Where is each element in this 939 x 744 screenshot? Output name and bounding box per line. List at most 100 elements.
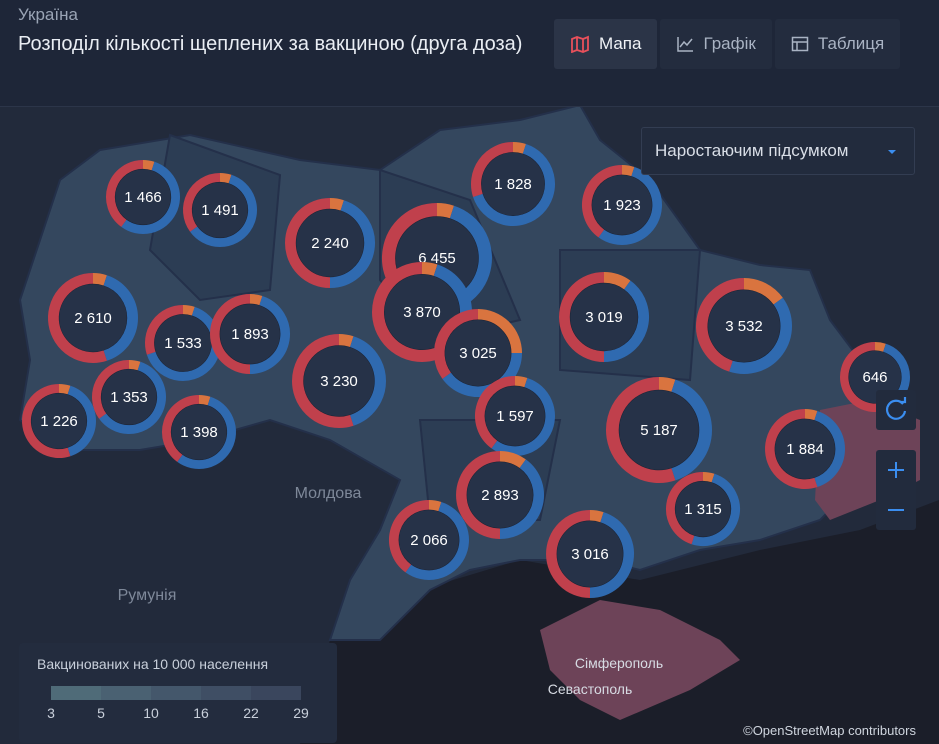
donut-segment — [491, 377, 555, 456]
donut-segment — [405, 501, 469, 580]
donut-segment — [804, 409, 818, 421]
donut-segment — [603, 272, 631, 290]
donut-segment — [48, 273, 107, 363]
donut-center — [484, 385, 546, 447]
donut-segment — [349, 336, 386, 426]
donut-segment — [146, 306, 221, 381]
tab-map[interactable]: Мапа — [554, 19, 658, 69]
donut-label: 1 923 — [603, 197, 641, 214]
donut: 2 893 — [456, 451, 544, 539]
donut-segment — [456, 451, 501, 539]
donut-segment — [589, 510, 604, 523]
donut-label: 1 466 — [124, 189, 162, 206]
place-label: Молдова — [295, 485, 362, 502]
legend-swatch — [51, 686, 101, 700]
donut-label: 1 491 — [201, 202, 239, 219]
tab-chart[interactable]: Графік — [660, 19, 772, 69]
donut-segment — [658, 377, 676, 392]
zoom-out[interactable] — [876, 490, 916, 530]
donut-segment — [210, 294, 251, 374]
donut-segment — [162, 395, 200, 462]
donut: 3 230 — [292, 334, 386, 428]
place-label: Румунія — [118, 587, 177, 604]
zoom-in[interactable] — [876, 450, 916, 490]
donut: 1 597 — [475, 376, 555, 456]
donut-segment — [475, 376, 516, 449]
donut-label: 2 066 — [410, 532, 448, 549]
donut-segment — [142, 160, 155, 171]
donut-segment — [499, 459, 544, 539]
dropdown-label: Наростаючим підсумком — [655, 141, 849, 160]
donut-label: 3 870 — [403, 304, 441, 321]
donut-label: 3 019 — [585, 309, 623, 326]
donut-segment — [338, 334, 354, 348]
donut-label: 1 597 — [496, 408, 534, 425]
refresh-icon — [885, 397, 907, 420]
legend-scale: 3 5 10 16 22 29 — [47, 686, 309, 721]
donut-label: 2 240 — [311, 235, 349, 252]
donut-segment — [421, 262, 438, 276]
donut-label: 3 532 — [725, 318, 763, 335]
donut-label: 2 893 — [481, 487, 519, 504]
legend-tick: 22 — [243, 705, 259, 721]
donut-segment — [514, 376, 528, 388]
donut-segment — [499, 451, 526, 469]
donut-segment — [606, 377, 676, 483]
donut-segment — [765, 409, 818, 489]
donut: 5 187 — [606, 377, 712, 483]
tab-label: Таблиця — [817, 34, 885, 53]
donut: 1 398 — [162, 395, 236, 469]
tab-table[interactable]: Таблиця — [774, 19, 901, 69]
dropdown[interactable]: Наростаючим підсумком — [641, 127, 915, 175]
donut: 2 610 — [48, 273, 138, 363]
donut: 3 016 — [546, 510, 634, 598]
donut-segment — [121, 161, 180, 234]
caret — [888, 150, 896, 154]
legend-tick: 3 — [47, 705, 55, 721]
donut-label: 1 533 — [164, 335, 202, 352]
donut-segment — [249, 294, 263, 306]
donut-label: 1 315 — [684, 501, 722, 518]
donut-segment — [145, 305, 184, 355]
donut-label: 3 025 — [459, 345, 497, 362]
donut-segment — [666, 472, 704, 545]
crimea — [540, 600, 740, 720]
donut-label: 5 187 — [640, 422, 678, 439]
place-label: Севастополь — [548, 681, 633, 697]
title: Розподіл кількості щеплених за вакциною … — [18, 33, 523, 55]
donut-center — [398, 509, 460, 571]
donut-segment — [471, 142, 514, 197]
donut-segment — [219, 173, 232, 184]
header: Україна Розподіл кількості щеплених за в… — [0, 0, 939, 107]
chart-icon — [677, 37, 694, 52]
donut-segment — [99, 361, 166, 434]
legend-title: Вакцинованих на 10 000 населення — [37, 656, 269, 672]
tabs: Мапа Графік Таблиця — [554, 19, 901, 69]
donut-label: 1 353 — [110, 389, 148, 406]
donut-segment — [106, 160, 144, 227]
donut: 1 893 — [210, 294, 290, 374]
donut: 1 828 — [471, 142, 555, 226]
donut-label: 1 226 — [40, 413, 78, 430]
donut-segment — [22, 384, 71, 458]
legend: Вакцинованих на 10 000 населення 3 5 10 16 2… — [19, 643, 337, 743]
legend-tick: 29 — [293, 705, 309, 721]
donut-segment — [582, 165, 623, 238]
donut-segment — [696, 278, 745, 372]
zoom-icons — [876, 450, 916, 530]
donut-segment — [473, 144, 555, 226]
legend-swatch — [251, 686, 301, 700]
donut-segment — [190, 174, 257, 247]
donut-segment — [840, 342, 886, 412]
donut: 2 066 — [389, 500, 469, 580]
donut-segment — [372, 262, 438, 362]
place-label: Сімферополь — [575, 655, 663, 671]
legend-tick: 5 — [97, 705, 105, 721]
refresh-button[interactable] — [876, 390, 916, 430]
donut: 2 240 — [285, 198, 375, 288]
donut-segment — [621, 165, 635, 177]
kicker: Україна — [18, 5, 78, 24]
donut: 1 884 — [765, 409, 845, 489]
donut-segment — [92, 273, 107, 286]
